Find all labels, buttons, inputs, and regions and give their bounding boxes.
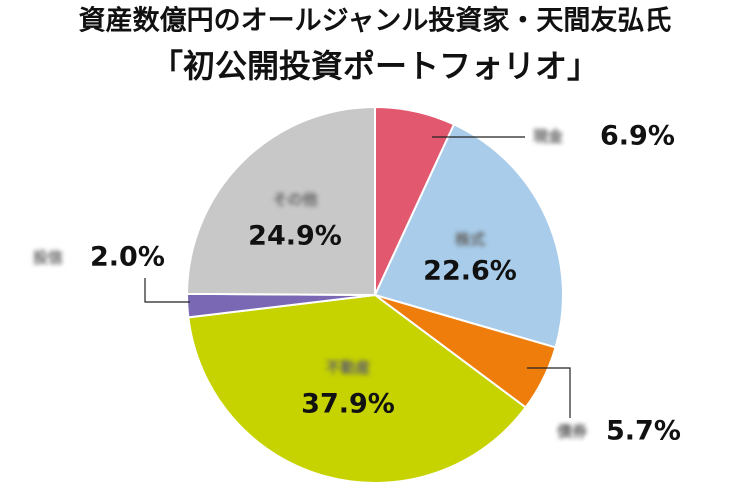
value-label: 22.6% bbox=[423, 256, 517, 287]
value-label: 6.9% bbox=[600, 121, 675, 152]
value-label: 5.7% bbox=[606, 416, 681, 447]
chart-subtitle: 「初公開投資ポートフォリオ」 bbox=[151, 47, 599, 85]
value-label: 2.0% bbox=[90, 242, 165, 273]
pie bbox=[185, 105, 564, 484]
category-label: 債券 bbox=[556, 423, 588, 441]
value-label: 37.9% bbox=[301, 389, 395, 420]
pie-slice bbox=[187, 293, 528, 484]
value-label: 24.9% bbox=[248, 221, 342, 252]
category-label: 現金 bbox=[533, 128, 564, 146]
pie-slice bbox=[185, 105, 376, 297]
category-label: 不動産 bbox=[325, 359, 370, 377]
pie-slice bbox=[373, 123, 564, 349]
category-label: 投信 bbox=[33, 249, 63, 267]
category-label: 株式 bbox=[455, 231, 485, 249]
chart-title: 資産数億円のオールジャンル投資家・天間友弘氏 bbox=[79, 5, 672, 37]
leader-line bbox=[527, 367, 571, 418]
labels: 現金 6.9% 株式 22.6% 債券 5.7% 不動産 37.9% 投信 2.0% その他 24.9… bbox=[33, 121, 681, 447]
category-label: その他 bbox=[272, 191, 317, 209]
leader-line bbox=[144, 278, 190, 303]
